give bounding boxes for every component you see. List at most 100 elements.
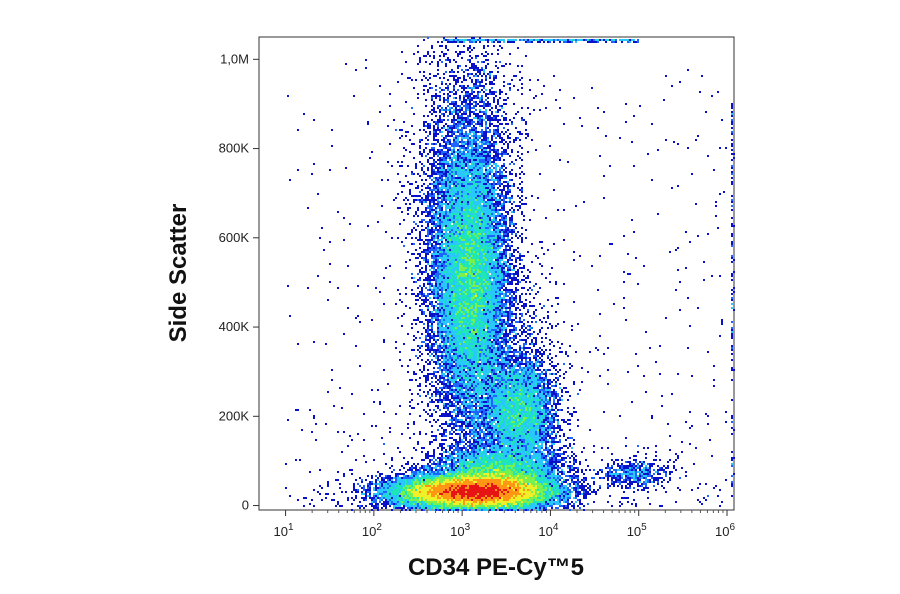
event-point: [481, 75, 483, 77]
event-point: [521, 159, 523, 161]
event-point: [461, 139, 463, 141]
event-point: [501, 205, 503, 207]
event-point: [449, 75, 451, 77]
event-point: [507, 183, 509, 185]
event-point: [487, 239, 489, 241]
event-point: [487, 159, 489, 161]
event-point: [507, 185, 509, 187]
event-point: [431, 201, 433, 203]
event-point: [511, 173, 513, 175]
event-point: [441, 225, 443, 227]
event-point: [485, 175, 487, 177]
event-point: [453, 77, 455, 79]
event-point: [483, 223, 485, 225]
event-point: [483, 289, 485, 291]
event-point: [497, 223, 499, 225]
event-point: [427, 213, 429, 215]
event-point: [463, 257, 465, 259]
event-point: [467, 229, 469, 231]
event-point: [451, 187, 453, 189]
event-point: [489, 295, 491, 297]
event-point: [497, 183, 499, 185]
event-point: [443, 163, 445, 165]
event-point: [501, 139, 503, 141]
event-point: [613, 303, 615, 305]
event-point: [477, 117, 479, 119]
event-point: [481, 293, 483, 295]
event-point: [429, 207, 431, 209]
event-point: [453, 263, 455, 265]
event-point: [429, 199, 431, 201]
event-point: [467, 235, 469, 237]
event-point: [457, 127, 459, 129]
event-point: [485, 229, 487, 231]
event-point: [429, 189, 431, 191]
event-point: [485, 117, 487, 119]
event-point: [499, 297, 501, 299]
event-point: [425, 201, 427, 203]
event-point: [429, 287, 431, 289]
event-point: [433, 247, 435, 249]
event-point: [471, 265, 473, 267]
event-point: [475, 143, 477, 145]
event-point: [487, 203, 489, 205]
event-point: [625, 103, 627, 105]
event-point: [503, 163, 505, 165]
event-point: [455, 193, 457, 195]
event-point: [443, 53, 445, 55]
event-point: [701, 75, 703, 77]
event-point: [487, 271, 489, 273]
event-point: [509, 171, 511, 173]
event-point: [559, 159, 561, 161]
event-point: [497, 291, 499, 293]
event-point: [489, 203, 491, 205]
event-point: [483, 277, 485, 279]
event-point: [425, 301, 427, 303]
event-point: [457, 123, 459, 125]
event-point: [465, 91, 467, 93]
event-point: [469, 277, 471, 279]
event-point: [477, 173, 479, 175]
event-point: [471, 205, 473, 207]
event-point: [435, 165, 437, 167]
event-point: [501, 223, 503, 225]
event-point: [483, 291, 485, 293]
event-point: [493, 119, 495, 121]
event-point: [455, 213, 457, 215]
event-point: [515, 173, 517, 175]
event-point: [447, 303, 449, 305]
event-point: [519, 183, 521, 185]
event-point: [473, 285, 475, 287]
event-point: [551, 39, 553, 41]
event-point: [597, 289, 599, 291]
event-point: [441, 271, 443, 273]
event-point: [431, 305, 433, 307]
event-point: [515, 205, 517, 207]
event-point: [431, 143, 433, 145]
event-point: [453, 131, 455, 133]
event-point: [503, 267, 505, 269]
event-point: [457, 297, 459, 299]
event-point: [427, 205, 429, 207]
event-point: [489, 261, 491, 263]
event-point: [491, 161, 493, 163]
event-point: [431, 157, 433, 159]
event-point: [503, 271, 505, 273]
event-point: [381, 179, 383, 181]
event-point: [527, 251, 529, 253]
event-point: [427, 253, 429, 255]
event-point: [441, 289, 443, 291]
event-point: [479, 233, 481, 235]
event-point: [439, 143, 441, 145]
event-point: [491, 213, 493, 215]
event-point: [481, 131, 483, 133]
event-point: [483, 261, 485, 263]
event-point: [595, 41, 597, 43]
event-point: [451, 205, 453, 207]
event-point: [417, 195, 419, 197]
event-point: [485, 225, 487, 227]
event-point: [593, 41, 595, 43]
event-point: [487, 185, 489, 187]
event-point: [473, 225, 475, 227]
event-point: [493, 295, 495, 297]
